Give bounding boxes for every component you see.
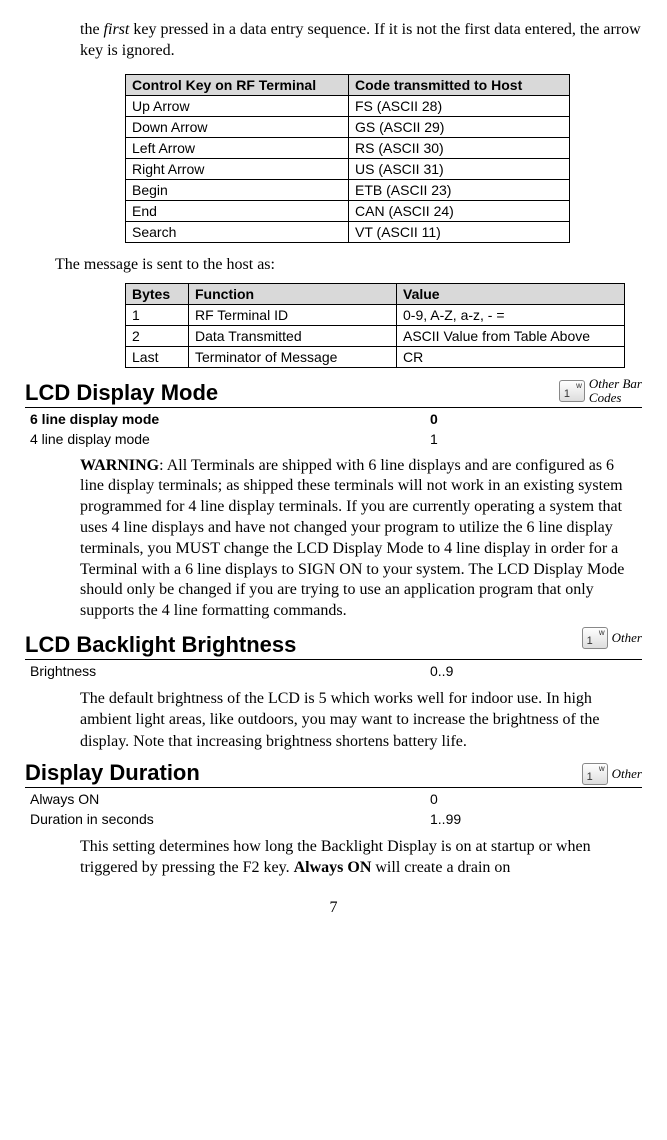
table-cell: Right Arrow	[126, 158, 349, 179]
message-sent-text: The message is sent to the host as:	[55, 255, 642, 276]
table-cell: CR	[397, 347, 625, 368]
lcd-display-mode-title: LCD Display Mode Other Bar Codes	[25, 380, 642, 408]
lcd-display-icon-label: Other Bar Codes	[589, 377, 642, 406]
table-cell: Data Transmitted	[189, 326, 397, 347]
table-cell: Down Arrow	[126, 116, 349, 137]
table-row: LastTerminator of MessageCR	[126, 347, 625, 368]
intro-prefix: the	[80, 21, 104, 38]
lcd-warning-paragraph: WARNING: All Terminals are shipped with …	[80, 456, 642, 622]
table-cell: RF Terminal ID	[189, 305, 397, 326]
key-1-icon	[559, 380, 585, 402]
table-row: Left ArrowRS (ASCII 30)	[126, 137, 570, 158]
lcd-backlight-icon-label: Other	[612, 631, 642, 645]
lcd-display-title-text: LCD Display Mode	[25, 380, 218, 405]
table1-header-2: Code transmitted to Host	[349, 74, 570, 95]
table2-header-2: Function	[189, 284, 397, 305]
table1-body: Up ArrowFS (ASCII 28)Down ArrowGS (ASCII…	[126, 95, 570, 242]
table-row: Down ArrowGS (ASCII 29)	[126, 116, 570, 137]
table-row: SearchVT (ASCII 11)	[126, 221, 570, 242]
lcd-backlight-title-text: LCD Backlight Brightness	[25, 632, 296, 657]
display-duration-title-text: Display Duration	[25, 760, 200, 785]
setting-value: 1..99	[430, 810, 461, 830]
key-1-icon	[582, 763, 608, 785]
table-row: BeginETB (ASCII 23)	[126, 179, 570, 200]
lcd-display-icon-wrap: Other Bar Codes	[559, 377, 642, 406]
table-cell: US (ASCII 31)	[349, 158, 570, 179]
lcd-backlight-title: LCD Backlight Brightness Other	[25, 632, 642, 660]
table-cell: FS (ASCII 28)	[349, 95, 570, 116]
setting-label: Duration in seconds	[30, 810, 430, 830]
display-duration-title: Display Duration Other	[25, 760, 642, 788]
table-cell: ASCII Value from Table Above	[397, 326, 625, 347]
warning-label: WARNING	[80, 457, 159, 474]
setting-row: Brightness0..9	[30, 662, 642, 682]
display-duration-paragraph: This setting determines how long the Bac…	[80, 836, 642, 879]
key-1-icon	[582, 627, 608, 649]
table-cell: Terminator of Message	[189, 347, 397, 368]
setting-label: Brightness	[30, 662, 430, 682]
setting-row: 4 line display mode1	[30, 430, 642, 450]
table-cell: RS (ASCII 30)	[349, 137, 570, 158]
control-key-table: Control Key on RF Terminal Code transmit…	[125, 74, 570, 243]
table-cell: 1	[126, 305, 189, 326]
display-duration-settings: Always ON0Duration in seconds1..99	[25, 790, 642, 829]
setting-row: 6 line display mode0	[30, 410, 642, 430]
table-cell: Left Arrow	[126, 137, 349, 158]
setting-label: 4 line display mode	[30, 430, 430, 450]
dd-para-bold: Always ON	[294, 859, 372, 876]
setting-value: 0	[430, 410, 438, 430]
message-format-table: Bytes Function Value 1RF Terminal ID0-9,…	[125, 283, 625, 368]
table-row: Right ArrowUS (ASCII 31)	[126, 158, 570, 179]
lcd-backlight-paragraph: The default brightness of the LCD is 5 w…	[80, 688, 642, 753]
setting-value: 1	[430, 430, 438, 450]
setting-value: 0	[430, 790, 438, 810]
table-cell: Begin	[126, 179, 349, 200]
table-cell: ETB (ASCII 23)	[349, 179, 570, 200]
intro-first-word: first	[104, 21, 130, 38]
table-cell: Search	[126, 221, 349, 242]
intro-rest: key pressed in a data entry sequence. If…	[80, 21, 641, 59]
intro-paragraph: the first key pressed in a data entry se…	[80, 20, 642, 62]
table-cell: CAN (ASCII 24)	[349, 200, 570, 221]
table-row: 1RF Terminal ID0-9, A-Z, a-z, - =	[126, 305, 625, 326]
table-cell: Last	[126, 347, 189, 368]
table-cell: VT (ASCII 11)	[349, 221, 570, 242]
table1-header-1: Control Key on RF Terminal	[126, 74, 349, 95]
display-duration-icon-wrap: Other	[582, 763, 642, 785]
table-row: Up ArrowFS (ASCII 28)	[126, 95, 570, 116]
table-row: 2Data TransmittedASCII Value from Table …	[126, 326, 625, 347]
setting-label: Always ON	[30, 790, 430, 810]
setting-value: 0..9	[430, 662, 453, 682]
lcd-backlight-icon-wrap: Other	[582, 627, 642, 649]
table-cell: End	[126, 200, 349, 221]
display-duration-icon-label: Other	[612, 767, 642, 781]
table-row: EndCAN (ASCII 24)	[126, 200, 570, 221]
setting-label: 6 line display mode	[30, 410, 430, 430]
warning-text: : All Terminals are shipped with 6 line …	[80, 457, 624, 620]
table2-header-3: Value	[397, 284, 625, 305]
table-cell: 2	[126, 326, 189, 347]
lcd-display-settings: 6 line display mode04 line display mode1	[25, 410, 642, 449]
setting-row: Duration in seconds1..99	[30, 810, 642, 830]
table2-header-1: Bytes	[126, 284, 189, 305]
table-cell: GS (ASCII 29)	[349, 116, 570, 137]
page-number: 7	[25, 899, 642, 917]
lcd-backlight-settings: Brightness0..9	[25, 662, 642, 682]
dd-para-suffix: will create a drain on	[371, 859, 510, 876]
table-cell: 0-9, A-Z, a-z, - =	[397, 305, 625, 326]
table2-body: 1RF Terminal ID0-9, A-Z, a-z, - =2Data T…	[126, 305, 625, 368]
table-cell: Up Arrow	[126, 95, 349, 116]
setting-row: Always ON0	[30, 790, 642, 810]
